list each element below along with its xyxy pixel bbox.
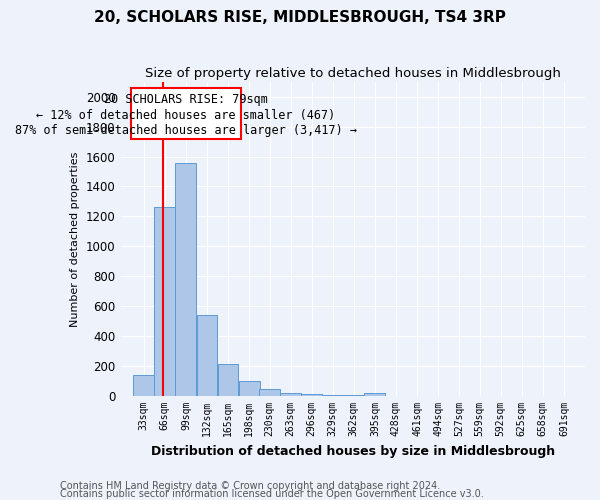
Text: 20 SCHOLARS RISE: 79sqm: 20 SCHOLARS RISE: 79sqm [104, 93, 268, 106]
Text: Contains HM Land Registry data © Crown copyright and database right 2024.: Contains HM Land Registry data © Crown c… [60, 481, 440, 491]
Y-axis label: Number of detached properties: Number of detached properties [70, 151, 80, 326]
Bar [322, 394, 343, 396]
Bar [133, 375, 154, 396]
Bar [239, 381, 260, 396]
Bar [301, 394, 322, 396]
Bar [218, 364, 238, 396]
Bar [259, 388, 280, 396]
X-axis label: Distribution of detached houses by size in Middlesbrough: Distribution of detached houses by size … [151, 444, 555, 458]
FancyBboxPatch shape [131, 88, 241, 140]
Bar [175, 162, 196, 396]
Bar [364, 393, 385, 396]
Text: 87% of semi-detached houses are larger (3,417) →: 87% of semi-detached houses are larger (… [15, 124, 357, 137]
Title: Size of property relative to detached houses in Middlesbrough: Size of property relative to detached ho… [145, 68, 561, 80]
Bar [154, 208, 175, 396]
Text: Contains public sector information licensed under the Open Government Licence v3: Contains public sector information licen… [60, 489, 484, 499]
Text: ← 12% of detached houses are smaller (467): ← 12% of detached houses are smaller (46… [36, 108, 335, 122]
Bar [197, 315, 217, 396]
Bar [280, 393, 301, 396]
Text: 20, SCHOLARS RISE, MIDDLESBROUGH, TS4 3RP: 20, SCHOLARS RISE, MIDDLESBROUGH, TS4 3R… [94, 10, 506, 25]
